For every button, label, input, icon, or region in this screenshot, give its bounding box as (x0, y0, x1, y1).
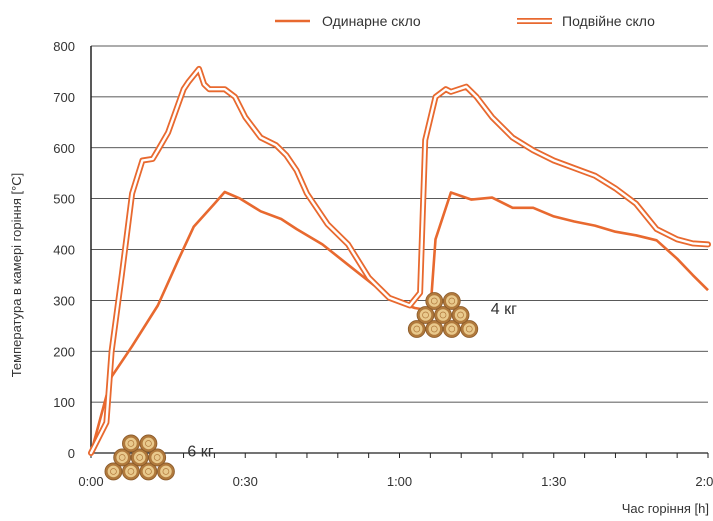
y-tick-label: 600 (53, 141, 75, 156)
y-tick-label: 200 (53, 344, 75, 359)
wood-pile-icon (104, 434, 175, 481)
wood-amount-label: 4 кг (491, 301, 517, 318)
y-axis-title: Температура в камері горіння [°C] (9, 173, 24, 378)
legend-label-double: Подвійне скло (562, 13, 655, 29)
y-tick-label: 500 (53, 192, 75, 207)
wood-annotations: 6 кг 4 кг (104, 292, 517, 481)
y-tick-label: 400 (53, 243, 75, 258)
legend: Одинарне скло Подвійне скло (275, 13, 655, 29)
y-tick-label: 800 (53, 39, 75, 54)
x-axis-title: Час горіння [h] (622, 501, 709, 516)
wood-pile-icon (407, 292, 479, 338)
y-tick-label: 100 (53, 395, 75, 410)
x-tick-label: 1:00 (387, 474, 412, 489)
x-tick-label: 0:00 (78, 474, 103, 489)
wood-amount-label: 6 кг (187, 443, 213, 460)
axes: 0 100 200 300 400 500 600 700 800 0:00 0:30 1:00 1:3… (53, 39, 713, 489)
legend-label-single: Одинарне скло (322, 13, 421, 29)
grid (91, 45, 708, 403)
series-lines (88, 65, 711, 456)
x-tick-label: 0:30 (233, 474, 258, 489)
x-tick-label: 1:30 (541, 474, 566, 489)
y-tick-label: 700 (53, 90, 75, 105)
series-line-double-inner (89, 67, 710, 455)
series-line-single (89, 190, 709, 454)
series-line-double-outer (88, 65, 711, 456)
y-tick-label: 0 (68, 446, 75, 461)
y-tick-label: 300 (53, 293, 75, 308)
x-tick-label: 2:00 (695, 474, 713, 489)
